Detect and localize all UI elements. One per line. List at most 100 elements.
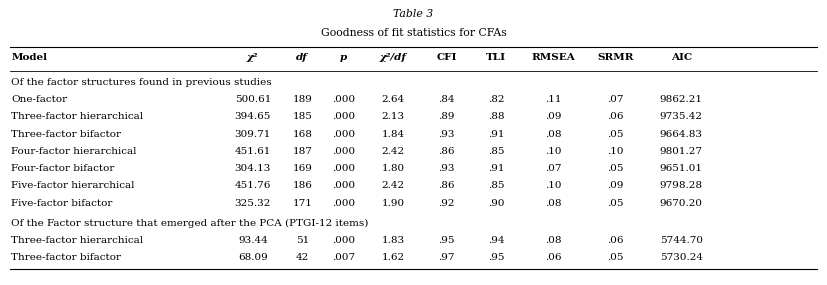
Text: Three-factor bifactor: Three-factor bifactor	[12, 130, 122, 139]
Text: .06: .06	[545, 253, 562, 262]
Text: Three-factor hierarchical: Three-factor hierarchical	[12, 112, 143, 121]
Text: Four-factor hierarchical: Four-factor hierarchical	[12, 147, 136, 156]
Text: .91: .91	[488, 164, 504, 173]
Text: df: df	[296, 53, 308, 62]
Text: .007: .007	[332, 253, 355, 262]
Text: .88: .88	[488, 112, 504, 121]
Text: .08: .08	[545, 130, 562, 139]
Text: SRMR: SRMR	[597, 53, 633, 62]
Text: AIC: AIC	[671, 53, 692, 62]
Text: Of the Factor structure that emerged after the PCA (PTGI-12 items): Of the Factor structure that emerged aft…	[12, 219, 369, 228]
Text: Table 3: Table 3	[394, 9, 433, 19]
Text: 394.65: 394.65	[235, 112, 271, 121]
Text: .93: .93	[438, 164, 455, 173]
Text: .93: .93	[438, 130, 455, 139]
Text: .94: .94	[488, 236, 504, 245]
Text: .09: .09	[607, 181, 624, 190]
Text: .11: .11	[545, 95, 562, 104]
Text: 187: 187	[292, 147, 312, 156]
Text: 9651.01: 9651.01	[660, 164, 703, 173]
Text: 1.83: 1.83	[381, 236, 404, 245]
Text: 5730.24: 5730.24	[660, 253, 703, 262]
Text: .10: .10	[545, 181, 562, 190]
Text: .000: .000	[332, 112, 355, 121]
Text: .000: .000	[332, 147, 355, 156]
Text: .09: .09	[545, 112, 562, 121]
Text: 9735.42: 9735.42	[660, 112, 703, 121]
Text: Of the factor structures found in previous studies: Of the factor structures found in previo…	[12, 78, 272, 87]
Text: .000: .000	[332, 95, 355, 104]
Text: χ²: χ²	[247, 53, 259, 62]
Text: 325.32: 325.32	[235, 199, 271, 207]
Text: .06: .06	[607, 112, 624, 121]
Text: χ²/df: χ²/df	[380, 53, 406, 62]
Text: 9670.20: 9670.20	[660, 199, 703, 207]
Text: 451.76: 451.76	[235, 181, 271, 190]
Text: .95: .95	[488, 253, 504, 262]
Text: .86: .86	[438, 181, 455, 190]
Text: Five-factor bifactor: Five-factor bifactor	[12, 199, 112, 207]
Text: 2.42: 2.42	[381, 147, 404, 156]
Text: .07: .07	[545, 164, 562, 173]
Text: .000: .000	[332, 199, 355, 207]
Text: .08: .08	[545, 236, 562, 245]
Text: p: p	[340, 53, 347, 62]
Text: 1.90: 1.90	[381, 199, 404, 207]
Text: .90: .90	[488, 199, 504, 207]
Text: .000: .000	[332, 181, 355, 190]
Text: .000: .000	[332, 236, 355, 245]
Text: .05: .05	[607, 130, 624, 139]
Text: .89: .89	[438, 112, 455, 121]
Text: .92: .92	[438, 199, 455, 207]
Text: .10: .10	[545, 147, 562, 156]
Text: .95: .95	[438, 236, 455, 245]
Text: .85: .85	[488, 147, 504, 156]
Text: 51: 51	[295, 236, 308, 245]
Text: 169: 169	[292, 164, 312, 173]
Text: CFI: CFI	[436, 53, 457, 62]
Text: .05: .05	[607, 199, 624, 207]
Text: Three-factor hierarchical: Three-factor hierarchical	[12, 236, 143, 245]
Text: .05: .05	[607, 164, 624, 173]
Text: .000: .000	[332, 164, 355, 173]
Text: RMSEA: RMSEA	[532, 53, 576, 62]
Text: 309.71: 309.71	[235, 130, 271, 139]
Text: 186: 186	[292, 181, 312, 190]
Text: Five-factor hierarchical: Five-factor hierarchical	[12, 181, 135, 190]
Text: 171: 171	[292, 199, 312, 207]
Text: 304.13: 304.13	[235, 164, 271, 173]
Text: 68.09: 68.09	[238, 253, 268, 262]
Text: 451.61: 451.61	[235, 147, 271, 156]
Text: 168: 168	[292, 130, 312, 139]
Text: .08: .08	[545, 199, 562, 207]
Text: 9801.27: 9801.27	[660, 147, 703, 156]
Text: 500.61: 500.61	[235, 95, 271, 104]
Text: .06: .06	[607, 236, 624, 245]
Text: Model: Model	[12, 53, 47, 62]
Text: 9862.21: 9862.21	[660, 95, 703, 104]
Text: .86: .86	[438, 147, 455, 156]
Text: TLI: TLI	[485, 53, 506, 62]
Text: 1.84: 1.84	[381, 130, 404, 139]
Text: Three-factor bifactor: Three-factor bifactor	[12, 253, 122, 262]
Text: .05: .05	[607, 253, 624, 262]
Text: Four-factor bifactor: Four-factor bifactor	[12, 164, 115, 173]
Text: 42: 42	[295, 253, 308, 262]
Text: Goodness of fit statistics for CFAs: Goodness of fit statistics for CFAs	[321, 28, 506, 38]
Text: .84: .84	[438, 95, 455, 104]
Text: 189: 189	[292, 95, 312, 104]
Text: .85: .85	[488, 181, 504, 190]
Text: 1.62: 1.62	[381, 253, 404, 262]
Text: 185: 185	[292, 112, 312, 121]
Text: 9798.28: 9798.28	[660, 181, 703, 190]
Text: 2.64: 2.64	[381, 95, 404, 104]
Text: 5744.70: 5744.70	[660, 236, 703, 245]
Text: One-factor: One-factor	[12, 95, 68, 104]
Text: .07: .07	[607, 95, 624, 104]
Text: 93.44: 93.44	[238, 236, 268, 245]
Text: 2.42: 2.42	[381, 181, 404, 190]
Text: .91: .91	[488, 130, 504, 139]
Text: 2.13: 2.13	[381, 112, 404, 121]
Text: 1.80: 1.80	[381, 164, 404, 173]
Text: .10: .10	[607, 147, 624, 156]
